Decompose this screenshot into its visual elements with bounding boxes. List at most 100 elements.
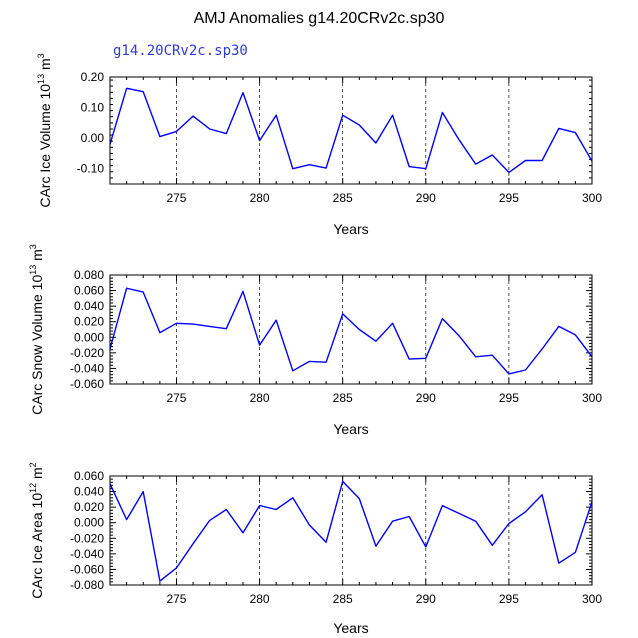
data-point: [491, 544, 493, 546]
data-point: [391, 520, 393, 522]
x-tick-label: 300: [582, 191, 602, 205]
data-point: [292, 168, 294, 170]
data-point: [408, 165, 410, 167]
y-tick-label: 0.040: [74, 485, 104, 499]
x-tick-label: 285: [333, 191, 353, 205]
data-point: [425, 546, 427, 548]
data-point: [341, 313, 343, 315]
data-point: [358, 328, 360, 330]
data-point: [125, 87, 127, 89]
y-axis-label-superscript: 13: [36, 74, 46, 84]
x-tick-label: 300: [582, 391, 602, 405]
data-point: [491, 154, 493, 156]
data-point: [375, 142, 377, 144]
data-point: [175, 567, 177, 569]
x-tick-label: 290: [416, 592, 436, 606]
data-point: [192, 115, 194, 117]
series-line: [109, 87, 593, 174]
y-axis-label-superscript: 3: [36, 53, 46, 58]
data-point: [142, 291, 144, 293]
data-point: [541, 493, 543, 495]
y-tick-label: 0.00: [81, 131, 105, 145]
y-axis-label-superscript: 13: [28, 265, 38, 275]
data-point: [458, 335, 460, 337]
data-point: [209, 128, 211, 130]
data-point: [325, 167, 327, 169]
data-point: [508, 373, 510, 375]
y-axis-label-text: CArc Ice Volume 10: [37, 84, 53, 208]
data-point: [225, 508, 227, 510]
data-point: [242, 290, 244, 292]
x-tick-label: 280: [250, 592, 270, 606]
y-tick-label: 0.060: [74, 284, 104, 298]
data-point: [325, 361, 327, 363]
x-tick-label: 275: [166, 592, 186, 606]
x-axis-label: Years: [333, 421, 368, 437]
data-point: [175, 130, 177, 132]
y-tick-label: 0.020: [74, 500, 104, 514]
y-axis-label: CArc Ice Area 1012 m2: [28, 462, 45, 598]
data-point: [325, 541, 327, 543]
y-axis-label-text: CArc Snow Volume 10: [29, 275, 45, 415]
data-point: [375, 340, 377, 342]
data-point: [225, 328, 227, 330]
y-axis-label: CArc Snow Volume 1013 m3: [28, 244, 45, 415]
data-point: [341, 480, 343, 482]
data-point: [574, 131, 576, 133]
data-point: [541, 159, 543, 161]
y-tick-label: -0.060: [70, 562, 104, 576]
x-tick-label: 295: [499, 391, 519, 405]
data-point: [574, 551, 576, 553]
data-point: [491, 354, 493, 356]
data-point: [159, 580, 161, 582]
data-point: [558, 325, 560, 327]
data-point: [391, 114, 393, 116]
data-point: [408, 515, 410, 517]
data-point: [425, 168, 427, 170]
x-tick-label: 285: [333, 592, 353, 606]
data-point: [474, 520, 476, 522]
y-axis-label-text: m: [29, 467, 45, 483]
plot-frame: [109, 475, 593, 586]
data-point: [159, 135, 161, 137]
data-point: [524, 159, 526, 161]
data-point: [358, 497, 360, 499]
data-point: [308, 524, 310, 526]
data-point: [441, 317, 443, 319]
y-tick-label: 0.10: [81, 101, 105, 115]
data-point: [142, 490, 144, 492]
data-point: [308, 360, 310, 362]
figure-subtitle: g14.20CRv2c.sp30: [113, 43, 248, 59]
data-point: [125, 518, 127, 520]
y-tick-label: 0.020: [74, 315, 104, 329]
data-point: [242, 532, 244, 534]
y-tick-label: -0.080: [70, 578, 104, 592]
y-tick-label: -0.040: [70, 547, 104, 561]
data-point: [541, 348, 543, 350]
x-tick-label: 290: [416, 391, 436, 405]
data-point: [408, 358, 410, 360]
y-axis-label-text: CArc Ice Area 10: [29, 493, 45, 599]
data-point: [425, 357, 427, 359]
data-point: [159, 331, 161, 333]
data-point: [209, 325, 211, 327]
y-tick-label: 0.000: [74, 330, 104, 344]
series-line: [109, 480, 593, 582]
data-point: [558, 127, 560, 129]
y-axis-label-text: m: [29, 249, 45, 265]
data-point: [524, 511, 526, 513]
data-point: [242, 91, 244, 93]
x-axis-label: Years: [333, 221, 368, 237]
data-point: [308, 164, 310, 166]
plot-frame: [109, 274, 593, 385]
data-point: [474, 163, 476, 165]
data-point: [192, 543, 194, 545]
data-point: [192, 323, 194, 325]
data-point: [508, 171, 510, 173]
y-axis-label: CArc Ice Volume 1013 m3: [36, 53, 53, 207]
data-point: [275, 114, 277, 116]
y-tick-label: 0.060: [74, 469, 104, 483]
